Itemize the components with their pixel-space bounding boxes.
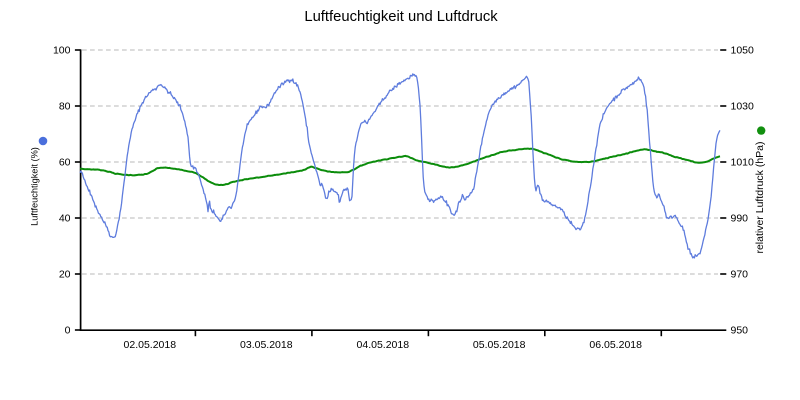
svg-text:1010: 1010	[731, 157, 755, 169]
svg-text:990: 990	[731, 213, 749, 225]
svg-text:80: 80	[59, 101, 71, 113]
svg-text:0: 0	[65, 325, 71, 337]
svg-text:05.05.2018: 05.05.2018	[473, 339, 526, 351]
svg-text:04.05.2018: 04.05.2018	[357, 339, 410, 351]
svg-text:950: 950	[731, 325, 749, 337]
svg-text:20: 20	[59, 269, 71, 281]
svg-text:1030: 1030	[731, 101, 755, 113]
svg-text:Luftfeuchtigkeit und Luftdruck: Luftfeuchtigkeit und Luftdruck	[304, 9, 498, 25]
svg-text:100: 100	[53, 45, 71, 57]
svg-text:40: 40	[59, 213, 71, 225]
svg-text:1050: 1050	[731, 45, 755, 57]
svg-text:02.05.2018: 02.05.2018	[124, 339, 177, 351]
svg-text:970: 970	[731, 269, 749, 281]
svg-text:60: 60	[59, 157, 71, 169]
svg-text:03.05.2018: 03.05.2018	[240, 339, 293, 351]
svg-text:Luftfeuchtigkeit (%): Luftfeuchtigkeit (%)	[29, 147, 39, 226]
svg-text:relativer Luftdruck (hPa): relativer Luftdruck (hPa)	[754, 141, 766, 253]
svg-text:06.05.2018: 06.05.2018	[589, 339, 642, 351]
